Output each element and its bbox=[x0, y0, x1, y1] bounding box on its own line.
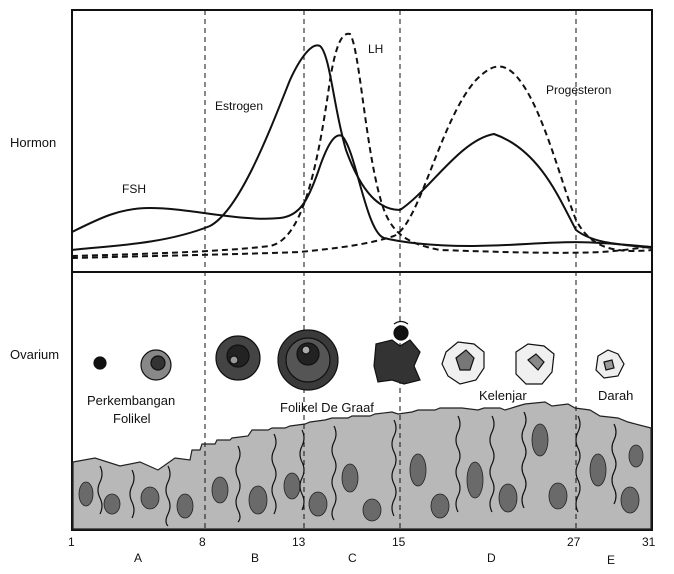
phase-label: C bbox=[348, 551, 357, 565]
graafian-follicle bbox=[277, 329, 339, 391]
day-label: 31 bbox=[642, 535, 656, 549]
estrogen-curve bbox=[71, 44, 653, 251]
lh-curve bbox=[71, 32, 653, 257]
row-label-hormon: Hormon bbox=[10, 135, 56, 150]
day-label: 27 bbox=[567, 535, 581, 549]
progesteron-curve bbox=[71, 65, 653, 259]
hormone-panel-frame bbox=[71, 9, 653, 273]
label-kelenjar: Kelenjar bbox=[479, 388, 527, 403]
primary-follicle bbox=[93, 356, 107, 370]
day-divider-lines bbox=[204, 10, 577, 530]
label-darah: Darah bbox=[598, 388, 633, 403]
corpus-luteum bbox=[441, 341, 485, 385]
day-label: 1 bbox=[68, 535, 75, 549]
endometrium-tissue bbox=[72, 401, 652, 530]
day-label: 8 bbox=[199, 535, 206, 549]
phase-label: A bbox=[134, 551, 142, 565]
label-estrogen: Estrogen bbox=[215, 99, 263, 113]
label-folikel-de-graaf: Folikel De Graaf bbox=[280, 400, 374, 415]
label-progesteron: Progesteron bbox=[546, 83, 611, 97]
phase-label: E bbox=[607, 553, 615, 567]
corpus-luteum-regress bbox=[515, 343, 555, 385]
secondary-follicle bbox=[140, 349, 172, 381]
label-perkembangan: Perkembangan bbox=[87, 393, 175, 408]
corpus-albicans bbox=[595, 349, 625, 379]
label-fsh: FSH bbox=[122, 182, 146, 196]
label-lh: LH bbox=[368, 42, 383, 56]
label-folikel: Folikel bbox=[113, 411, 151, 426]
row-label-ovarium: Ovarium bbox=[10, 347, 59, 362]
day-label: 15 bbox=[392, 535, 406, 549]
ovulation-follicle bbox=[373, 320, 421, 385]
phase-label: D bbox=[487, 551, 496, 565]
phase-label: B bbox=[251, 551, 259, 565]
follicle-stages bbox=[93, 320, 625, 391]
tertiary-follicle bbox=[215, 335, 261, 381]
ovary-panel-frame bbox=[71, 271, 653, 531]
day-label: 13 bbox=[292, 535, 306, 549]
